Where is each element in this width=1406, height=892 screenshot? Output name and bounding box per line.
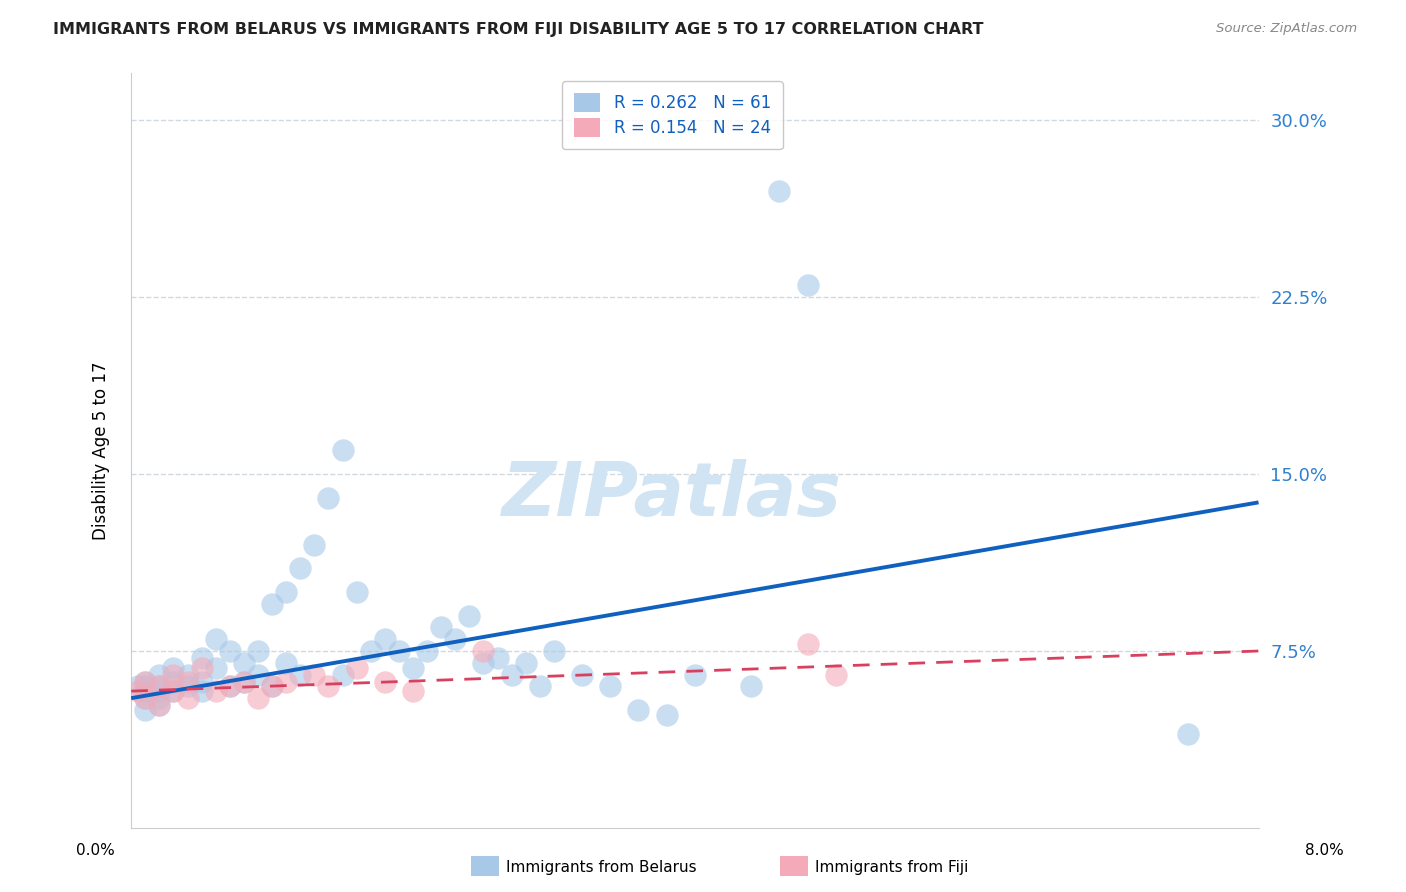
Point bbox=[176, 667, 198, 681]
Point bbox=[599, 679, 621, 693]
Point bbox=[162, 684, 184, 698]
Point bbox=[796, 637, 818, 651]
Point bbox=[190, 651, 212, 665]
Point bbox=[515, 656, 537, 670]
Point bbox=[332, 443, 354, 458]
Point bbox=[190, 674, 212, 689]
Point bbox=[262, 679, 284, 693]
Point bbox=[388, 644, 411, 658]
Point bbox=[276, 585, 298, 599]
Point bbox=[276, 674, 298, 689]
Point bbox=[402, 684, 425, 698]
Point bbox=[374, 632, 396, 647]
Point bbox=[148, 667, 170, 681]
Text: Immigrants from Fiji: Immigrants from Fiji bbox=[815, 860, 969, 874]
Point bbox=[472, 644, 495, 658]
Point bbox=[134, 691, 156, 706]
Point bbox=[304, 538, 326, 552]
Point bbox=[416, 644, 439, 658]
Point bbox=[444, 632, 467, 647]
Point bbox=[176, 679, 198, 693]
Point bbox=[162, 667, 184, 681]
Point bbox=[148, 679, 170, 693]
Point bbox=[218, 679, 240, 693]
Point bbox=[346, 660, 368, 674]
Point bbox=[402, 660, 425, 674]
Point bbox=[318, 679, 340, 693]
Point bbox=[134, 679, 156, 693]
Point bbox=[246, 691, 269, 706]
Point bbox=[1177, 726, 1199, 740]
Point bbox=[148, 684, 170, 698]
Point bbox=[374, 674, 396, 689]
Point bbox=[176, 691, 198, 706]
Point bbox=[204, 660, 226, 674]
Text: Immigrants from Belarus: Immigrants from Belarus bbox=[506, 860, 697, 874]
Point bbox=[134, 684, 156, 698]
Point bbox=[627, 703, 650, 717]
Text: IMMIGRANTS FROM BELARUS VS IMMIGRANTS FROM FIJI DISABILITY AGE 5 TO 17 CORRELATI: IMMIGRANTS FROM BELARUS VS IMMIGRANTS FR… bbox=[53, 22, 984, 37]
Point bbox=[190, 684, 212, 698]
Point bbox=[360, 644, 382, 658]
Point bbox=[232, 656, 254, 670]
Point bbox=[162, 660, 184, 674]
Point bbox=[458, 608, 481, 623]
Point bbox=[824, 667, 846, 681]
Point bbox=[190, 660, 212, 674]
Point bbox=[332, 667, 354, 681]
Point bbox=[486, 651, 509, 665]
Point bbox=[529, 679, 551, 693]
Point bbox=[246, 644, 269, 658]
Text: Source: ZipAtlas.com: Source: ZipAtlas.com bbox=[1216, 22, 1357, 36]
Point bbox=[740, 679, 762, 693]
Point bbox=[290, 667, 312, 681]
Point bbox=[262, 597, 284, 611]
Point bbox=[134, 674, 156, 689]
Point bbox=[318, 491, 340, 505]
Point bbox=[148, 698, 170, 713]
Point bbox=[134, 691, 156, 706]
Point bbox=[246, 667, 269, 681]
Text: 8.0%: 8.0% bbox=[1305, 843, 1344, 857]
Point bbox=[148, 691, 170, 706]
Point bbox=[655, 707, 678, 722]
Point bbox=[571, 667, 593, 681]
Point bbox=[148, 679, 170, 693]
Point bbox=[472, 656, 495, 670]
Point bbox=[127, 679, 149, 693]
Point bbox=[304, 667, 326, 681]
Point bbox=[430, 620, 453, 634]
Point bbox=[134, 674, 156, 689]
Point bbox=[162, 674, 184, 689]
Point bbox=[218, 679, 240, 693]
Point bbox=[346, 585, 368, 599]
Point bbox=[768, 184, 790, 198]
Point bbox=[796, 278, 818, 293]
Point bbox=[290, 561, 312, 575]
Point bbox=[148, 698, 170, 713]
Point bbox=[683, 667, 706, 681]
Point bbox=[218, 644, 240, 658]
Point bbox=[134, 703, 156, 717]
Point bbox=[127, 684, 149, 698]
Point bbox=[262, 679, 284, 693]
Point bbox=[176, 674, 198, 689]
Point bbox=[543, 644, 565, 658]
Y-axis label: Disability Age 5 to 17: Disability Age 5 to 17 bbox=[93, 361, 110, 540]
Point bbox=[232, 674, 254, 689]
Point bbox=[204, 632, 226, 647]
Point bbox=[162, 684, 184, 698]
Legend: R = 0.262   N = 61, R = 0.154   N = 24: R = 0.262 N = 61, R = 0.154 N = 24 bbox=[562, 81, 783, 149]
Text: 0.0%: 0.0% bbox=[76, 843, 115, 857]
Point bbox=[501, 667, 523, 681]
Point bbox=[204, 684, 226, 698]
Point bbox=[276, 656, 298, 670]
Text: ZIPatlas: ZIPatlas bbox=[502, 459, 842, 533]
Point bbox=[232, 674, 254, 689]
